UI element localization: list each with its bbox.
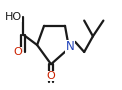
Text: O: O [47, 71, 55, 81]
Text: HO: HO [5, 12, 22, 22]
Text: N: N [66, 40, 75, 53]
Text: O: O [14, 47, 22, 57]
